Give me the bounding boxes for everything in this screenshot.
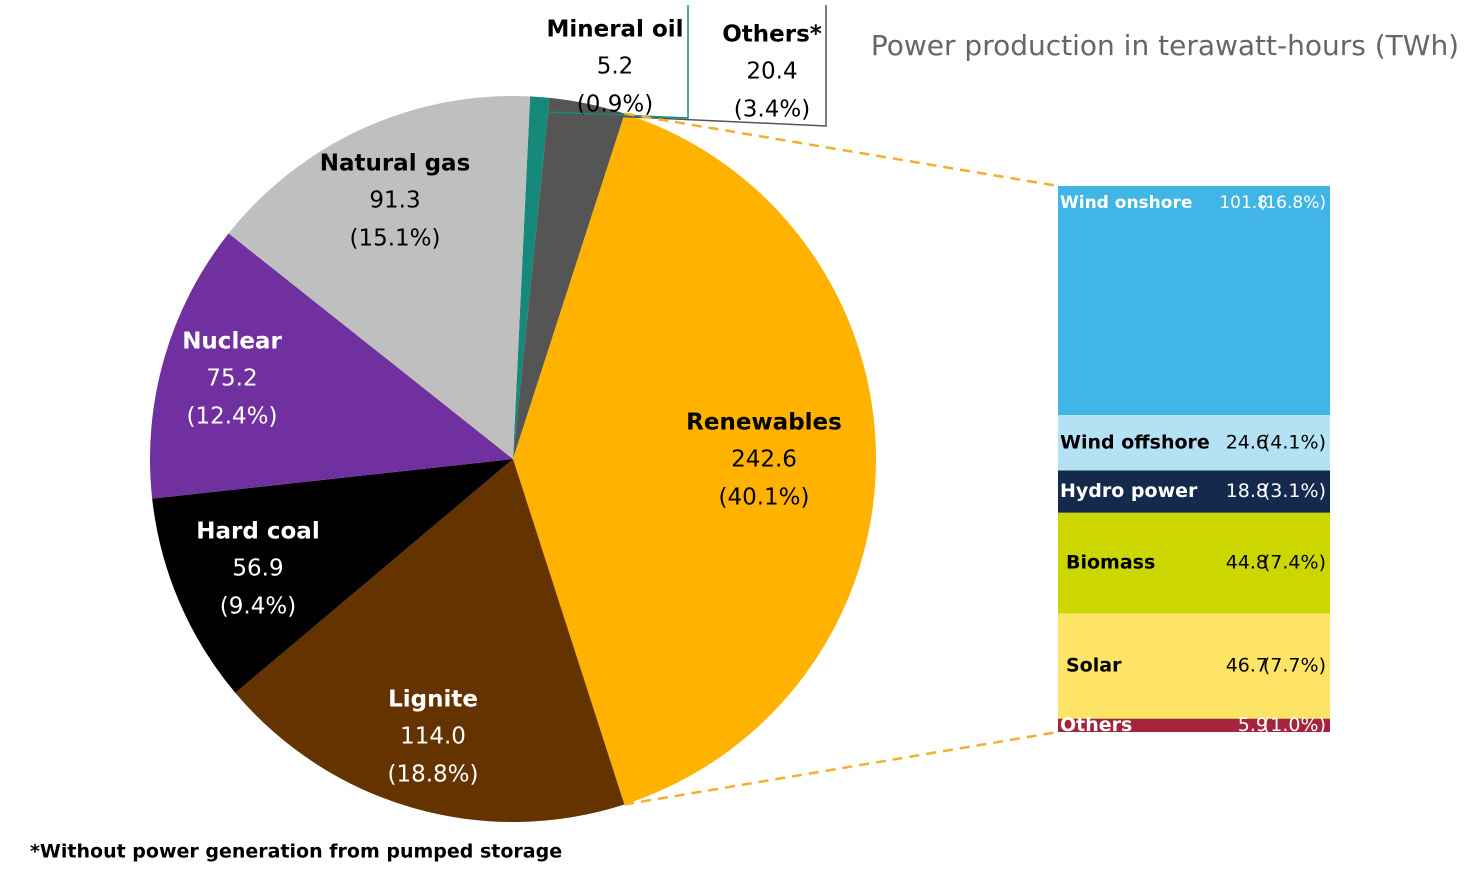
segment-percent: (1.0%) (1263, 714, 1326, 736)
segment-percent: (16.8%) (1259, 193, 1326, 213)
slice-percent: (15.1%) (349, 226, 440, 252)
pie-slice (513, 113, 876, 805)
segment-label: Wind offshore (1060, 431, 1210, 453)
segment-value: 101.8 (1219, 193, 1268, 213)
pie-slice (513, 97, 625, 460)
segment-label: Biomass (1066, 552, 1155, 574)
bar-segment (1058, 415, 1330, 471)
pie-slice (228, 96, 531, 460)
slice-label: Natural gas (320, 151, 471, 177)
segment-value: 5.9 (1238, 714, 1268, 736)
connector (624, 112, 1059, 188)
slice-value: 242.6 (731, 447, 797, 473)
slice-label: Renewables (686, 410, 842, 436)
slice-value: 75.2 (206, 366, 257, 392)
pie-slice (513, 96, 550, 459)
slice-label: Hard coal (196, 519, 319, 545)
slice-percent: (9.4%) (220, 594, 296, 620)
segment-label: Hydro power (1060, 480, 1198, 502)
bar-segment (1058, 512, 1330, 614)
segment-label: Solar (1066, 655, 1122, 677)
slice-label: Nuclear (182, 329, 282, 355)
leader-line (547, 5, 689, 119)
pie-slice (149, 233, 513, 499)
slice-value: 56.9 (232, 556, 283, 582)
slice-percent: (40.1%) (718, 485, 809, 511)
footnote: *Without power generation from pumped st… (30, 841, 562, 863)
slice-percent: (18.8%) (387, 762, 478, 788)
segment-value: 44.8 (1226, 552, 1268, 574)
segment-value: 24.6 (1226, 431, 1268, 453)
segment-percent: (4.1%) (1263, 431, 1326, 453)
bar-segment (1058, 613, 1330, 719)
pie-slice (235, 459, 625, 822)
slice-value: 91.3 (369, 188, 420, 214)
bar-segment (1058, 470, 1330, 513)
slice-percent: (3.4%) (734, 97, 810, 123)
pie-slice (152, 459, 514, 693)
segment-value: 18.8 (1226, 480, 1268, 502)
segment-percent: (3.1%) (1263, 480, 1326, 502)
chart-title: Power production in terawatt-hours (TWh) (871, 29, 1459, 62)
segment-percent: (7.4%) (1263, 552, 1326, 574)
connector (624, 730, 1059, 806)
slice-label: Lignite (388, 687, 478, 713)
segment-value: 46.7 (1226, 655, 1268, 677)
slice-value: 5.2 (597, 54, 634, 80)
segment-label: Wind onshore (1060, 193, 1192, 213)
slice-value: 114.0 (400, 724, 466, 750)
bar-segment (1058, 186, 1330, 416)
slice-value: 20.4 (746, 59, 797, 85)
slice-label: Mineral oil (546, 17, 683, 43)
segment-percent: (7.7%) (1263, 655, 1326, 677)
leader-line (589, 5, 827, 127)
segment-label: Others (1060, 714, 1132, 736)
bar-segment (1058, 718, 1330, 732)
slice-label: Others* (722, 22, 822, 48)
slice-percent: (12.4%) (186, 404, 277, 430)
